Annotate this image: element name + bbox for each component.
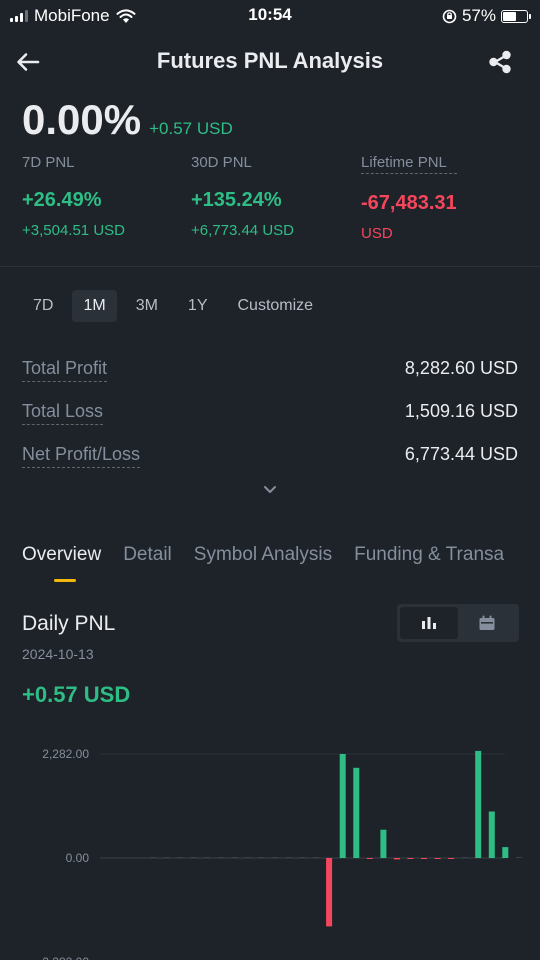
battery-icon [501,10,528,23]
calendar-icon [478,615,496,631]
pnl-bar[interactable] [380,830,386,858]
pnl-7d-usd: +3,504.51 USD [22,222,125,239]
period-1m[interactable]: 1M [72,290,116,322]
battery-percent: 57% [462,6,496,26]
tab-funding-transactions[interactable]: Funding & Transa [354,544,504,566]
y-tick-label: 2,282.00 [42,747,89,761]
pnl-bar[interactable] [516,857,522,858]
calendar-view-button[interactable] [458,607,516,639]
pnl-bar[interactable] [353,768,359,858]
pnl-bar[interactable] [177,857,183,858]
pnl-bar[interactable] [258,857,264,858]
pnl-30d-percent: +135.24% [191,189,294,212]
tab-detail[interactable]: Detail [123,544,172,566]
header: Futures PNL Analysis [0,40,540,84]
net-pnl-value: 6,773.44 USD [405,444,518,468]
period-1y[interactable]: 1Y [177,290,219,322]
share-icon [484,46,516,78]
summary-net-pnl: Net Profit/Loss 6,773.44 USD [22,444,518,468]
pnl-bar[interactable] [326,858,332,926]
pnl-bar[interactable] [394,858,400,859]
pnl-7d-label: 7D PNL [22,154,125,171]
daily-pnl-title: Daily PNL [22,612,115,636]
pnl-bar[interactable] [313,857,319,858]
divider [0,266,540,267]
pnl-lifetime: Lifetime PNL -67,483.31 USD [361,154,457,242]
y-tick-label: 0.00 [66,851,90,865]
tab-bar: Overview Detail Symbol Analysis Funding … [22,544,504,566]
pnl-bar[interactable] [245,857,251,858]
pnl-bar[interactable] [367,858,373,859]
daily-pnl-value: +0.57 USD [22,682,130,708]
summary-total-loss: Total Loss 1,509.16 USD [22,401,518,425]
pnl-bar[interactable] [448,858,454,859]
pnl-bar[interactable] [272,857,278,858]
pnl-bar[interactable] [489,812,495,859]
pnl-bar[interactable] [299,857,305,858]
pnl-30d-label: 30D PNL [191,154,294,171]
pnl-7d: 7D PNL +26.49% +3,504.51 USD [22,154,125,239]
daily-pnl-date: 2024-10-13 [22,646,94,662]
chart-view-toggle [397,604,519,642]
pnl-bar[interactable] [407,858,413,859]
total-loss-value: 1,509.16 USD [405,401,518,425]
today-pnl-usd: +0.57 USD [149,119,233,139]
share-button[interactable] [484,46,516,78]
y-tick-label: -2,282.00 [38,955,89,960]
pnl-bar[interactable] [502,847,508,858]
period-customize[interactable]: Customize [227,290,325,322]
pnl-lifetime-value: -67,483.31 [361,192,457,215]
daily-pnl-chart: 2,282.00 0.00 -2,282.00 [0,735,540,960]
orientation-lock-icon [442,9,457,24]
pnl-bar[interactable] [191,857,197,858]
net-pnl-label[interactable]: Net Profit/Loss [22,444,140,468]
pnl-bar[interactable] [286,857,292,858]
active-tab-indicator [54,579,76,582]
today-pnl-percent: 0.00% [22,96,141,144]
bar-chart-icon [420,615,438,631]
pnl-bar[interactable] [475,751,481,858]
today-pnl: 0.00% +0.57 USD [22,96,233,144]
pnl-30d-usd: +6,773.44 USD [191,222,294,239]
total-profit-label[interactable]: Total Profit [22,358,107,382]
pnl-bar[interactable] [340,754,346,858]
pnl-bar[interactable] [421,858,427,859]
total-profit-value: 8,282.60 USD [405,358,518,382]
page-title: Futures PNL Analysis [0,48,540,74]
tab-symbol-analysis[interactable]: Symbol Analysis [194,544,332,566]
pnl-bar[interactable] [218,857,224,858]
tab-overview[interactable]: Overview [22,544,101,566]
pnl-30d: 30D PNL +135.24% +6,773.44 USD [191,154,294,239]
pnl-bar[interactable] [462,857,468,858]
pnl-7d-percent: +26.49% [22,189,125,212]
pnl-bar[interactable] [164,857,170,858]
pnl-bar[interactable] [204,857,210,858]
pnl-lifetime-label[interactable]: Lifetime PNL [361,154,457,174]
total-loss-label[interactable]: Total Loss [22,401,103,425]
chevron-down-icon [258,480,282,500]
period-3m[interactable]: 3M [125,290,169,322]
status-bar: MobiFone 10:54 57% [0,0,540,32]
summary-total-profit: Total Profit 8,282.60 USD [22,358,518,382]
pnl-bar[interactable] [150,857,156,858]
pnl-lifetime-unit: USD [361,225,457,242]
expand-button[interactable] [258,480,282,500]
bar-chart-view-button[interactable] [400,607,458,639]
period-7d[interactable]: 7D [22,290,64,322]
pnl-bar[interactable] [231,857,237,858]
period-selector: 7D 1M 3M 1Y Customize [22,290,324,322]
pnl-bar[interactable] [435,858,441,859]
